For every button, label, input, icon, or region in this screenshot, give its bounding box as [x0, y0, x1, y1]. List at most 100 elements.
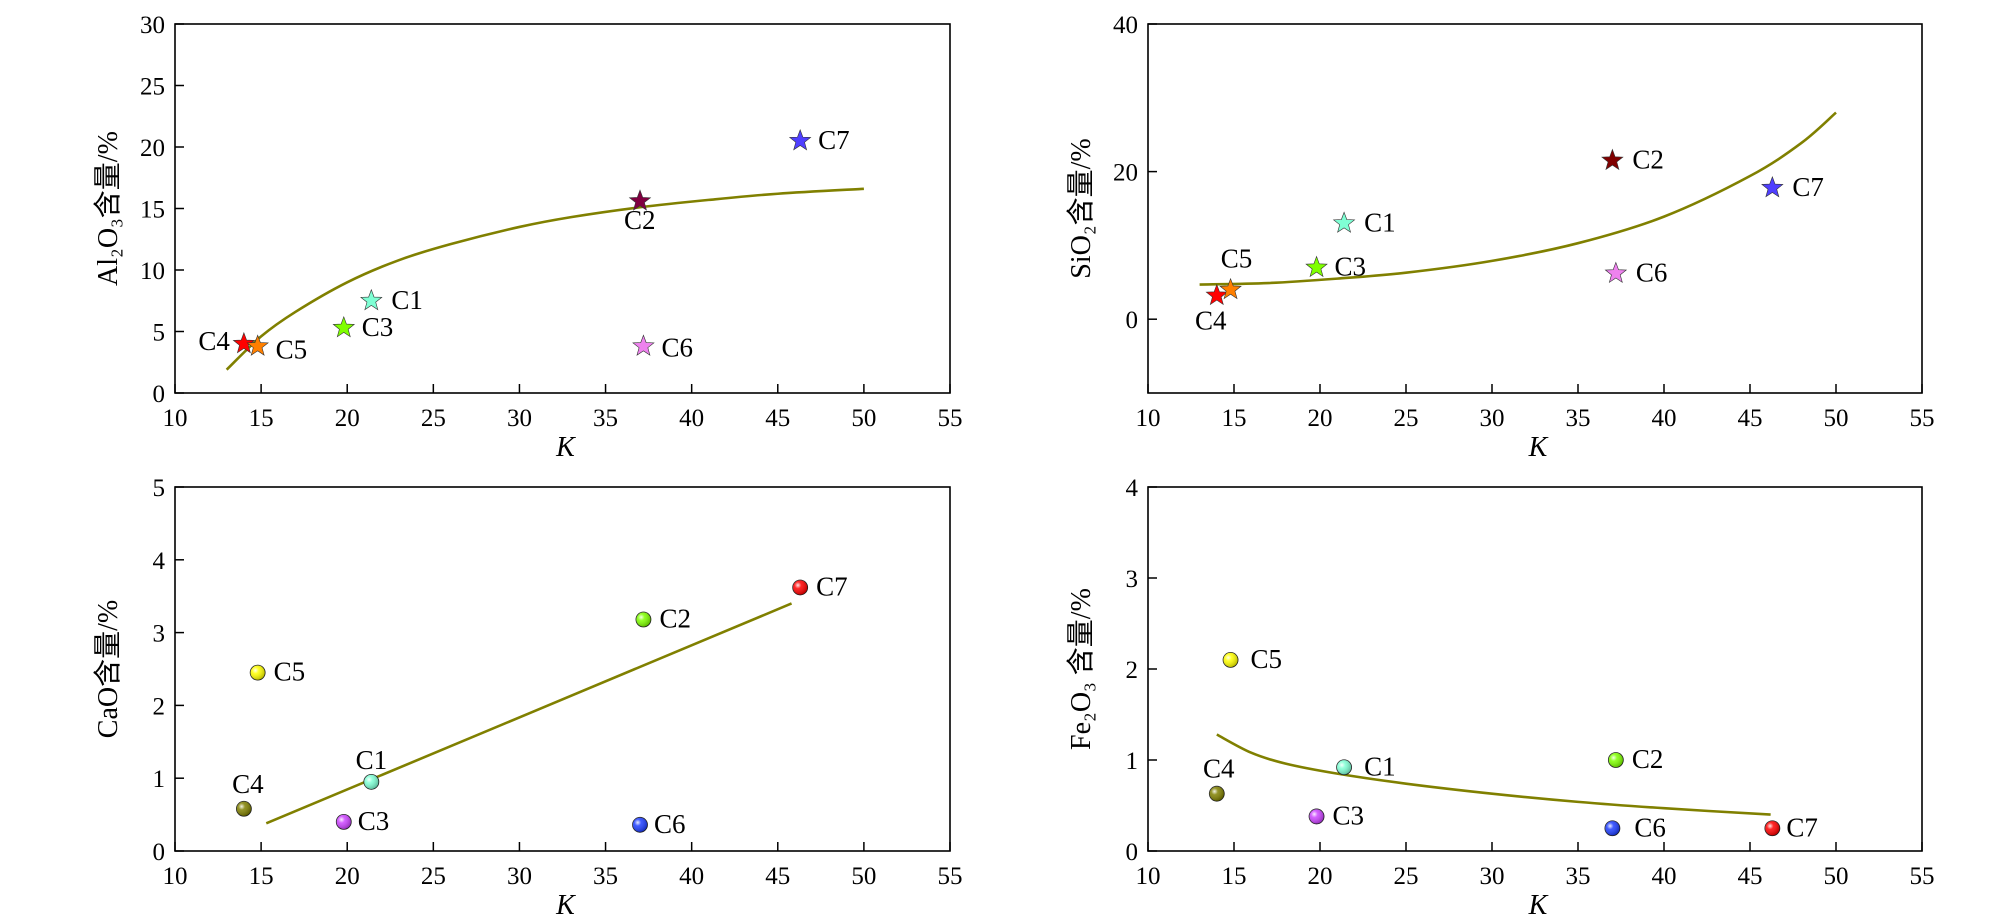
data-label-c5: C5: [1251, 644, 1283, 674]
x-tick-label: 30: [507, 863, 532, 890]
y-tick-label: 0: [153, 839, 166, 866]
x-axis-label: K: [1528, 890, 1549, 919]
x-tick-label: 15: [249, 863, 274, 890]
x-tick-label: 15: [1222, 405, 1247, 432]
data-label-c3: C3: [1335, 252, 1367, 282]
x-axis-label: K: [555, 432, 576, 463]
data-label-c4: C4: [198, 326, 230, 356]
y-tick-label: 0: [1126, 839, 1139, 866]
x-tick-label: 25: [1394, 405, 1419, 432]
x-tick-label: 55: [1910, 405, 1935, 432]
y-tick-label: 5: [153, 475, 166, 502]
data-label-c4: C4: [1203, 754, 1235, 784]
y-tick-label: 4: [1126, 475, 1139, 502]
x-tick-label: 10: [1136, 405, 1161, 432]
fit-curve: [1199, 111, 1837, 286]
y-tick-label: 10: [140, 258, 165, 285]
data-label-c3: C3: [358, 806, 390, 836]
data-point-c2: [635, 611, 652, 628]
data-point-c5: [1222, 652, 1239, 668]
x-tick-label: 55: [938, 863, 963, 890]
x-tick-label: 10: [163, 405, 188, 432]
data-label-c6: C6: [1636, 257, 1668, 287]
data-label-c5: C5: [274, 657, 306, 687]
x-tick-label: 10: [163, 863, 188, 890]
data-label-c5: C5: [276, 334, 308, 364]
x-tick-label: 15: [1222, 863, 1247, 890]
x-tick-label: 40: [679, 405, 704, 432]
data-point-c6: [632, 334, 655, 356]
x-tick-label: 50: [851, 863, 876, 890]
y-tick-label: 30: [140, 12, 165, 39]
y-tick-label: 2: [1126, 657, 1139, 684]
data-label-c1: C1: [356, 745, 388, 775]
x-tick-label: 35: [593, 405, 618, 432]
data-point-c3: [335, 813, 352, 830]
y-axis-label: Al₂O₃含量/%: [92, 131, 124, 286]
data-point-c7: [788, 128, 812, 151]
y-tick-label: 0: [153, 381, 166, 408]
y-tick-label: 0: [1126, 307, 1139, 334]
x-tick-label: 30: [507, 405, 532, 432]
fit-curve: [225, 187, 864, 371]
plot-frame: [1147, 23, 1923, 394]
y-tick-label: 1: [1126, 748, 1139, 775]
data-point-c1: [1336, 759, 1352, 776]
x-tick-label: 40: [679, 863, 704, 890]
fit-curve: [1216, 733, 1771, 816]
x-tick-label: 45: [1738, 405, 1763, 432]
data-point-c5: [249, 664, 266, 681]
x-tick-label: 55: [1910, 863, 1935, 890]
data-label-c7: C7: [818, 125, 850, 155]
x-tick-label: 50: [1824, 405, 1849, 432]
y-tick-label: 3: [1126, 566, 1139, 593]
data-point-c3: [1305, 255, 1328, 278]
y-tick-label: 25: [140, 74, 165, 101]
data-point-c1: [360, 288, 383, 311]
y-tick-label: 2: [153, 693, 166, 720]
y-axis-label: SiO₂含量/%: [1065, 138, 1097, 278]
data-point-c6: [632, 816, 648, 833]
data-label-c4: C4: [232, 769, 264, 799]
data-label-c5: C5: [1221, 244, 1253, 274]
data-label-c2: C2: [1632, 744, 1664, 774]
data-label-c1: C1: [1364, 751, 1396, 781]
x-axis-label: K: [1528, 432, 1549, 463]
data-label-c2: C2: [624, 205, 656, 235]
data-point-c2: [1601, 148, 1624, 171]
data-point-c1: [1332, 211, 1356, 233]
x-tick-label: 25: [421, 863, 446, 890]
y-axis-label: CaO含量/%: [92, 600, 124, 738]
data-label-c2: C2: [659, 603, 691, 633]
data-point-c6: [1604, 820, 1621, 837]
data-label-c2: C2: [1632, 145, 1664, 175]
x-tick-label: 45: [765, 405, 790, 432]
y-tick-label: 4: [153, 548, 166, 575]
y-tick-label: 1: [153, 766, 166, 793]
x-tick-label: 45: [1738, 863, 1763, 890]
fit-curve: [265, 602, 793, 825]
data-point-c4: [1208, 785, 1225, 802]
x-tick-label: 25: [1394, 863, 1419, 890]
data-label-c3: C3: [362, 312, 394, 342]
x-tick-label: 30: [1480, 863, 1505, 890]
x-tick-label: 45: [765, 863, 790, 890]
y-tick-label: 3: [153, 621, 166, 648]
data-label-c1: C1: [1364, 207, 1396, 237]
data-point-c7: [1764, 820, 1781, 837]
y-tick-label: 5: [153, 320, 166, 347]
data-label-c7: C7: [816, 571, 848, 601]
x-tick-label: 20: [335, 405, 360, 432]
plot-frame: [174, 486, 951, 852]
x-tick-label: 40: [1652, 863, 1677, 890]
data-label-c6: C6: [1634, 812, 1666, 842]
data-label-c3: C3: [1333, 800, 1365, 830]
data-point-c4: [1205, 283, 1229, 306]
data-point-c1: [363, 773, 380, 790]
y-tick-label: 20: [1113, 160, 1138, 187]
data-point-c4: [232, 331, 256, 354]
x-tick-label: 40: [1652, 405, 1677, 432]
chart-panel-al2o3: 10 15 20 25 30 35 40 45 50 55 0 5 10 15 20 25 30 K Al₂O₃含量…: [92, 12, 963, 463]
data-point-c3: [332, 315, 356, 338]
